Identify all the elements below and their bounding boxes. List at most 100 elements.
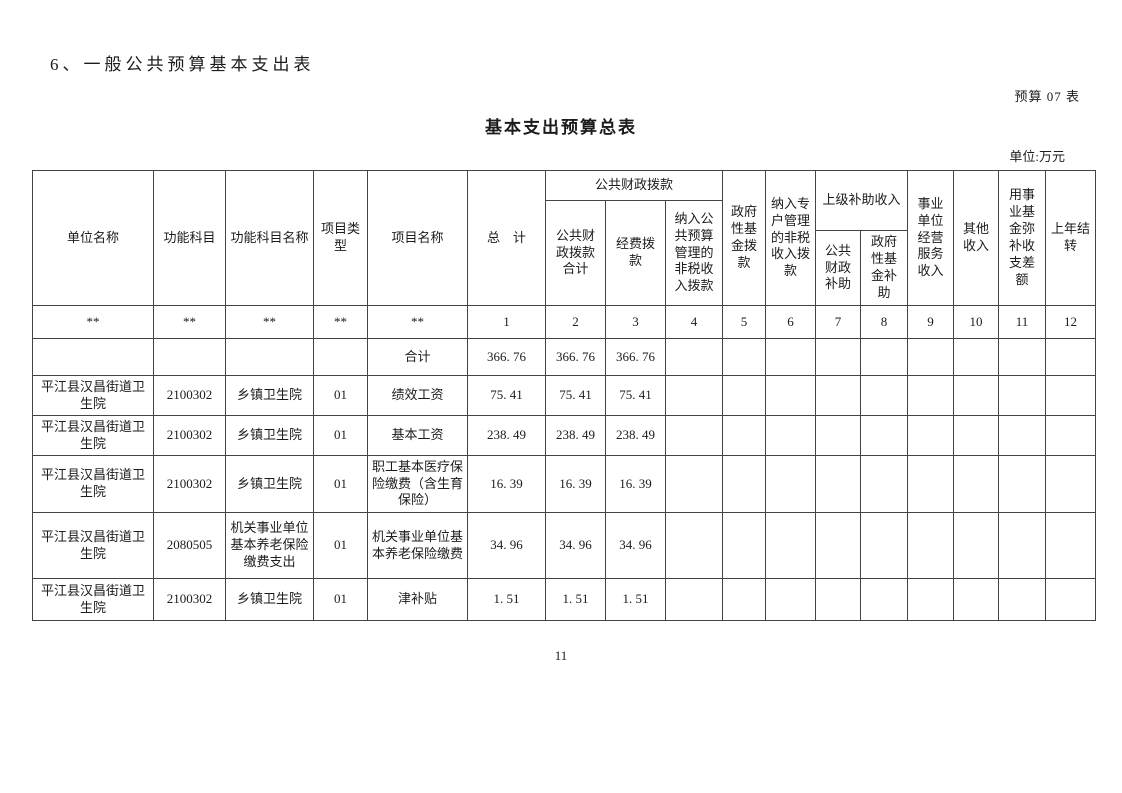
col-number-cell: ** bbox=[153, 305, 226, 339]
cell: 平江县汉昌街道卫生院 bbox=[32, 375, 154, 416]
cell bbox=[907, 578, 955, 621]
cell bbox=[1045, 578, 1097, 621]
cell bbox=[998, 512, 1047, 579]
cell: 366. 76 bbox=[605, 338, 666, 376]
cell bbox=[664, 512, 724, 579]
cell bbox=[815, 512, 862, 579]
cell bbox=[153, 338, 226, 376]
cell: 乡镇卫生院 bbox=[225, 578, 314, 621]
cell bbox=[860, 578, 909, 621]
cell bbox=[1045, 415, 1097, 456]
col-number-cell: 4 bbox=[664, 305, 724, 339]
cell bbox=[722, 338, 767, 376]
col-number-cell: 1 bbox=[467, 305, 546, 339]
header-operating-service-income: 事业单位经营服务收入 bbox=[907, 170, 955, 306]
header-public-finance-group: 公共财政拨款 bbox=[544, 170, 724, 201]
cell bbox=[953, 455, 1000, 513]
col-number-cell: 10 bbox=[953, 305, 1000, 339]
table-row: 平江县汉昌街道卫生院 2100302 乡镇卫生院 01 绩效工资 75. 41 75. 41… bbox=[32, 375, 1097, 416]
cell bbox=[998, 375, 1047, 416]
cell bbox=[815, 375, 862, 416]
col-number-cell: 2 bbox=[545, 305, 606, 339]
header-public-finance-subsidy: 公共财政补助 bbox=[815, 230, 862, 306]
cell: 16. 39 bbox=[605, 455, 666, 513]
unit-label: 单位:万元 bbox=[1009, 149, 1065, 164]
cell: 34. 96 bbox=[467, 512, 546, 579]
col-number-cell: 3 bbox=[605, 305, 666, 339]
cell bbox=[953, 415, 1000, 456]
header-row-1: 单位名称 功能科目 功能科目名称 项目类型 项目名称 总 计 公共财政拨款 政府… bbox=[32, 170, 1097, 306]
header-fund-deficit-cover: 用事业基金弥补收支差额 bbox=[998, 170, 1047, 306]
header-expense-allocation: 经费拨款 bbox=[605, 200, 666, 306]
header-gov-fund-subsidy: 政府性基金补助 bbox=[860, 230, 909, 306]
cell bbox=[815, 415, 862, 456]
cell bbox=[815, 578, 862, 621]
page-number: 11 bbox=[554, 648, 568, 663]
table-code-label: 预算 07 表 bbox=[1014, 89, 1080, 104]
header-unit-name: 单位名称 bbox=[32, 170, 154, 306]
cell: 2100302 bbox=[153, 578, 226, 621]
cell bbox=[765, 455, 817, 513]
cell: 238. 49 bbox=[545, 415, 606, 456]
table-header: 单位名称 功能科目 功能科目名称 项目类型 项目名称 总 计 公共财政拨款 政府… bbox=[32, 170, 1097, 339]
cell: 16. 39 bbox=[467, 455, 546, 513]
cell bbox=[1045, 375, 1097, 416]
cell bbox=[953, 512, 1000, 579]
cell: 基本工资 bbox=[367, 415, 468, 456]
cell bbox=[860, 375, 909, 416]
header-special-account-nontax: 纳入专户管理的非税收入拨款 bbox=[765, 170, 817, 306]
cell bbox=[722, 455, 767, 513]
header-proj-name: 项目名称 bbox=[367, 170, 468, 306]
cell bbox=[32, 338, 154, 376]
cell: 平江县汉昌街道卫生院 bbox=[32, 578, 154, 621]
cell: 2100302 bbox=[153, 455, 226, 513]
cell bbox=[998, 338, 1047, 376]
cell: 合计 bbox=[367, 338, 468, 376]
header-func-code: 功能科目 bbox=[153, 170, 226, 306]
col-number-cell: 8 bbox=[860, 305, 909, 339]
cell: 2100302 bbox=[153, 375, 226, 416]
header-row-2: 公共财政拨款合计 经费拨款 纳入公共预算管理的非税收入拨款 bbox=[33, 200, 1096, 306]
cell bbox=[765, 375, 817, 416]
cell: 238. 49 bbox=[605, 415, 666, 456]
header-public-finance-total: 公共财政拨款合计 bbox=[545, 200, 606, 306]
cell: 1. 51 bbox=[545, 578, 606, 621]
cell bbox=[815, 455, 862, 513]
cell: 75. 41 bbox=[545, 375, 606, 416]
cell: 平江县汉昌街道卫生院 bbox=[32, 455, 154, 513]
cell: 职工基本医疗保险缴费（含生育保险） bbox=[367, 455, 468, 513]
col-number-cell: 11 bbox=[998, 305, 1047, 339]
cell bbox=[1045, 338, 1097, 376]
cell bbox=[664, 415, 724, 456]
budget-table: 单位名称 功能科目 功能科目名称 项目类型 项目名称 总 计 公共财政拨款 政府… bbox=[32, 170, 1097, 621]
cell bbox=[1045, 512, 1097, 579]
cell: 机关事业单位基本养老保险缴费支出 bbox=[225, 512, 314, 579]
cell bbox=[765, 415, 817, 456]
cell bbox=[953, 338, 1000, 376]
cell bbox=[907, 375, 955, 416]
cell: 2100302 bbox=[153, 415, 226, 456]
table-title: 基本支出预算总表 bbox=[485, 118, 637, 137]
cell: 1. 51 bbox=[467, 578, 546, 621]
col-number-row: ** ** ** ** ** 1 2 3 4 5 6 7 8 9 10 11 12 bbox=[32, 305, 1097, 339]
cell bbox=[722, 512, 767, 579]
table-row: 平江县汉昌街道卫生院 2100302 乡镇卫生院 01 基本工资 238. 49 238. … bbox=[32, 415, 1097, 456]
cell bbox=[664, 578, 724, 621]
cell bbox=[765, 578, 817, 621]
cell bbox=[664, 455, 724, 513]
cell: 01 bbox=[313, 512, 368, 579]
cell: 75. 41 bbox=[605, 375, 666, 416]
header-proj-type: 项目类型 bbox=[313, 170, 368, 306]
cell: 平江县汉昌街道卫生院 bbox=[32, 415, 154, 456]
cell bbox=[998, 578, 1047, 621]
col-number-cell: 7 bbox=[815, 305, 862, 339]
header-prev-year-carryover: 上年结转 bbox=[1045, 170, 1097, 306]
cell bbox=[722, 375, 767, 416]
cell bbox=[860, 415, 909, 456]
cell bbox=[998, 415, 1047, 456]
cell: 366. 76 bbox=[467, 338, 546, 376]
table-row: 平江县汉昌街道卫生院 2080505 机关事业单位基本养老保险缴费支出 01 机关事业单… bbox=[32, 512, 1097, 579]
cell: 16. 39 bbox=[545, 455, 606, 513]
col-number-cell: 9 bbox=[907, 305, 955, 339]
